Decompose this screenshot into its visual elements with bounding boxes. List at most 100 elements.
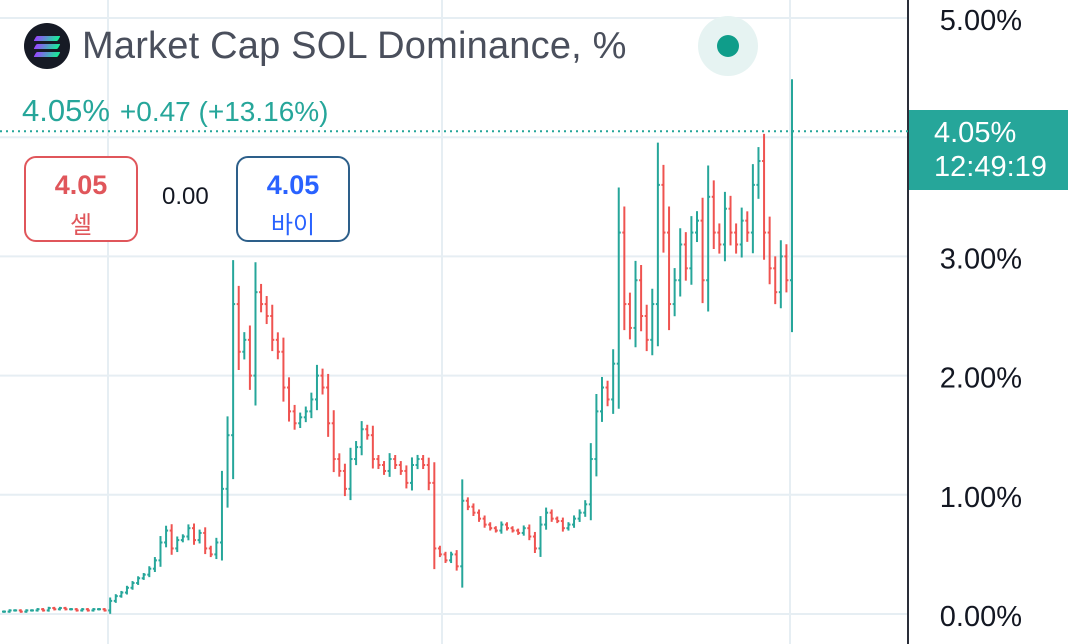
ohlc-bar (320, 368, 325, 395)
ohlc-bar (555, 516, 560, 524)
ohlc-bar (197, 529, 202, 544)
ohlc-bar (655, 142, 660, 347)
ohlc-bar (784, 244, 789, 293)
ohlc-bar (124, 585, 129, 595)
ohlc-bar (169, 524, 174, 555)
ohlc-bar (449, 551, 454, 564)
ohlc-bar (516, 528, 521, 535)
ohlc-bar (270, 304, 275, 352)
ohlc-bar (421, 455, 426, 470)
sell-button[interactable]: 4.05 셀 (24, 156, 138, 242)
ohlc-bar (650, 288, 655, 356)
ohlc-bar (611, 349, 616, 414)
price-tag-value: 4.05% (934, 117, 1017, 149)
ohlc-bar (605, 380, 610, 407)
ohlc-bar (259, 283, 264, 313)
ohlc-bar (538, 516, 543, 557)
y-tick-label: 1.00% (940, 482, 1022, 514)
ohlc-bar (767, 216, 772, 285)
ohlc-bar (69, 608, 74, 611)
ohlc-bar (667, 206, 672, 331)
ohlc-bar (499, 521, 504, 534)
ohlc-bar (91, 608, 96, 612)
ohlc-bar (572, 515, 577, 528)
ohlc-bar (560, 517, 565, 532)
ohlc-bar (616, 187, 621, 409)
ohlc-bar (24, 609, 29, 613)
ohlc-bar (443, 551, 448, 563)
ohlc-bar (722, 191, 727, 262)
buy-button[interactable]: 4.05 바이 (236, 156, 350, 242)
sell-price: 4.05 (54, 170, 108, 200)
ohlc-bar (370, 425, 375, 469)
ohlc-bar (683, 232, 688, 281)
ohlc-bar (756, 147, 761, 199)
ohlc-bar (393, 455, 398, 470)
ohlc-bar (482, 515, 487, 528)
ohlc-bar (594, 394, 599, 477)
ohlc-bar (488, 522, 493, 531)
price-change: +0.47 (+13.16%) (119, 96, 329, 127)
live-status-dot-icon[interactable] (698, 16, 758, 76)
ohlc-bar (359, 421, 364, 456)
ohlc-bar (762, 133, 767, 260)
ohlc-bar (415, 454, 420, 470)
ohlc-bar (74, 608, 79, 612)
ohlc-bar (337, 453, 342, 477)
ohlc-bar (158, 536, 163, 567)
y-tick-label: 0.00% (940, 601, 1022, 633)
ohlc-bar (186, 524, 191, 541)
ohlc-bar (633, 260, 638, 348)
ohlc-bar (29, 609, 34, 612)
ohlc-bar (622, 206, 627, 331)
ohlc-bar (208, 545, 213, 558)
ohlc-bar (326, 373, 331, 437)
ohlc-bar (247, 325, 252, 390)
ohlc-bar (398, 461, 403, 475)
ohlc-bar (331, 410, 336, 473)
chart-header: Market Cap SOL Dominance, % (24, 22, 627, 70)
ohlc-bar (639, 265, 644, 332)
ohlc-bar (689, 216, 694, 285)
ohlc-bar (46, 606, 51, 612)
y-tick-label: 3.00% (940, 243, 1022, 275)
ohlc-bar (409, 457, 414, 491)
ohlc-bar (521, 525, 526, 536)
ohlc-bar (281, 337, 286, 402)
ohlc-bar (192, 523, 197, 545)
ohlc-bar (706, 165, 711, 312)
ohlc-bar (354, 441, 359, 466)
ohlc-bar (342, 463, 347, 497)
spread-value: 0.00 (162, 183, 209, 210)
ohlc-bar (41, 608, 46, 612)
ohlc-bar (203, 527, 208, 555)
ohlc-bar (404, 465, 409, 489)
last-price: 4.05% (22, 93, 110, 128)
chart-title: Market Cap SOL Dominance, % (82, 24, 627, 67)
ohlc-bar (253, 262, 258, 406)
ohlc-bar (382, 461, 387, 475)
ohlc-bar (13, 609, 18, 612)
current-price-tag: 4.05% 12:49:19 (909, 110, 1068, 190)
price-tag-time: 12:49:19 (934, 151, 1047, 183)
ohlc-bar (672, 268, 677, 317)
ohlc-bar (7, 609, 12, 613)
ohlc-bar (113, 594, 118, 603)
ohlc-bar (242, 332, 247, 360)
ohlc-bar (119, 590, 124, 598)
ohlc-bar (426, 457, 431, 491)
buy-label: 바이 (270, 212, 316, 239)
ohlc-bar (348, 447, 353, 501)
ohlc-bar (588, 443, 593, 521)
ohlc-bar (287, 377, 292, 422)
ohlc-bar (644, 304, 649, 352)
ohlc-bar (532, 531, 537, 553)
ohlc-bar (152, 557, 157, 573)
ohlc-bar (292, 404, 297, 430)
ohlc-bar (778, 240, 783, 309)
ohlc-bar (2, 610, 6, 613)
ohlc-bar (376, 455, 381, 470)
ohlc-bar (298, 412, 303, 429)
ohlc-bar (717, 223, 722, 254)
ohlc-bar (583, 500, 588, 517)
